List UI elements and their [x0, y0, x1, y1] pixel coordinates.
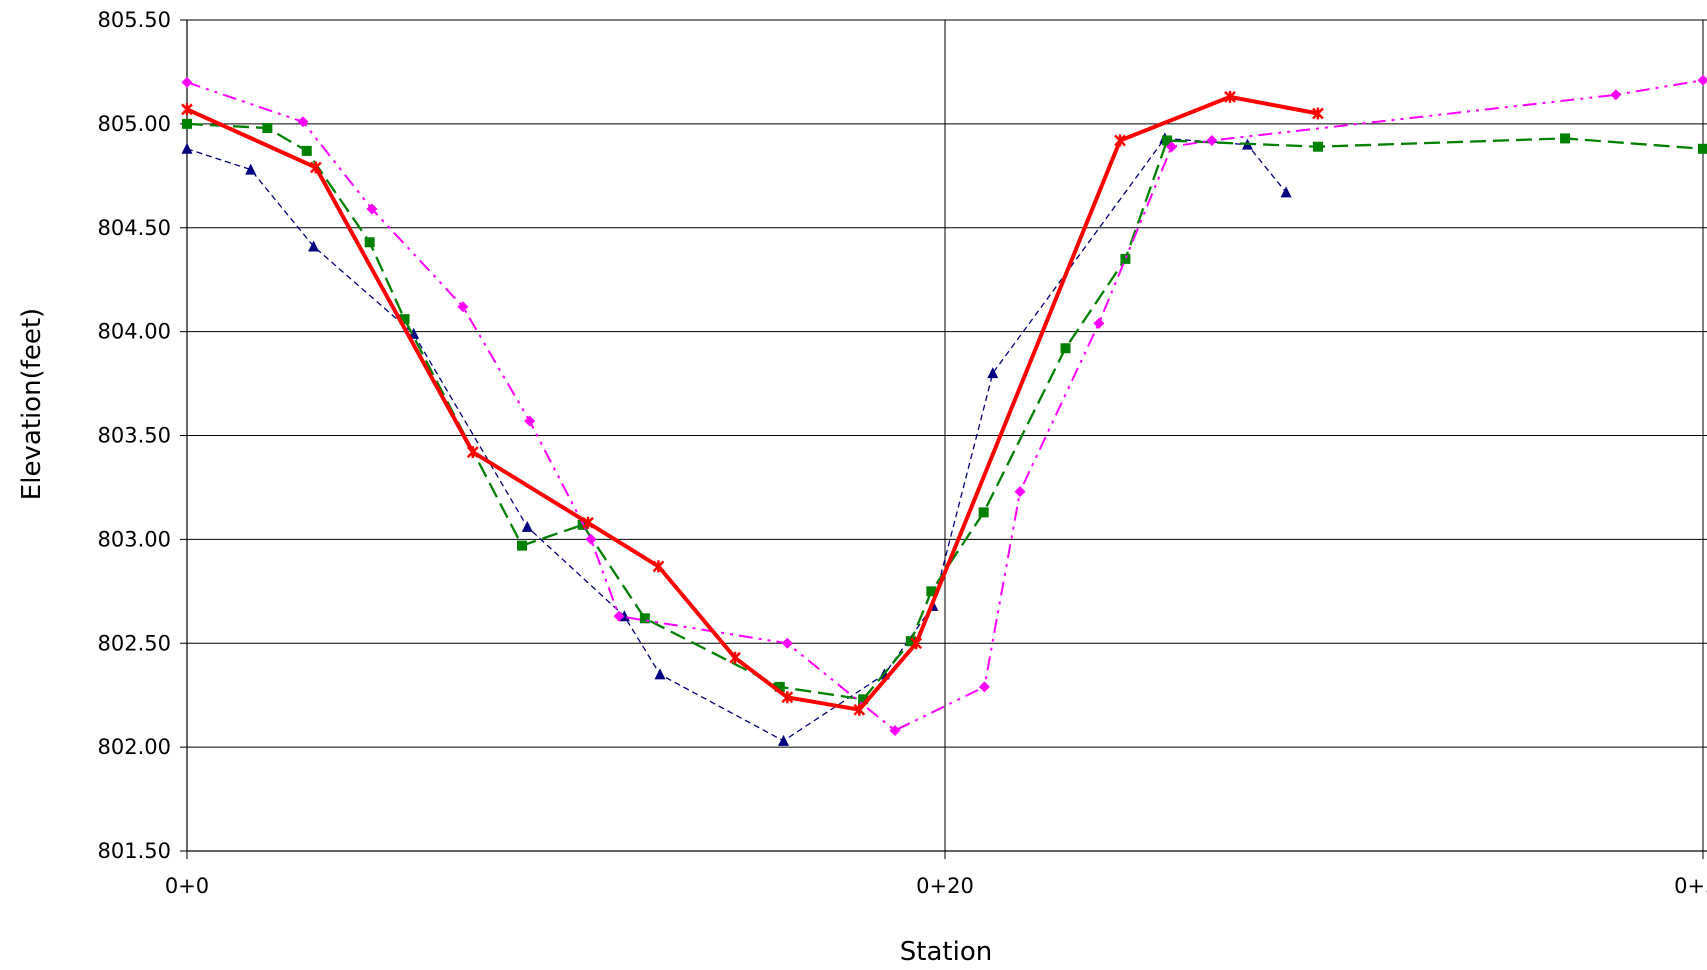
series-line	[186, 137, 1287, 742]
y-tick-label: 805.00	[98, 112, 171, 136]
data-point	[853, 703, 866, 716]
data-point	[987, 367, 999, 379]
x-axis-ticks: 0+0 0+20 0+30	[165, 851, 1707, 898]
y-axis-title: Elevation(feet)	[17, 308, 47, 500]
data-point	[181, 76, 193, 88]
series-group	[181, 74, 1707, 746]
series-line	[186, 79, 1704, 732]
data-point	[521, 520, 533, 532]
data-point	[978, 507, 989, 518]
data-point	[905, 636, 916, 647]
data-point	[978, 681, 990, 693]
data-point	[301, 145, 312, 156]
data-point	[1114, 134, 1126, 147]
data-point	[364, 237, 375, 248]
data-point	[781, 637, 793, 649]
data-point	[654, 668, 666, 680]
data-point	[639, 613, 650, 624]
series-line	[186, 94, 1319, 712]
data-point	[613, 610, 625, 622]
data-point	[1060, 343, 1071, 354]
data-point	[582, 516, 594, 529]
data-point	[774, 681, 785, 692]
y-tick-label: 802.50	[98, 631, 171, 655]
data-point	[457, 301, 469, 313]
grid-lines	[187, 19, 1707, 851]
data-point	[652, 560, 665, 573]
y-tick-label: 803.00	[98, 527, 171, 551]
data-point	[585, 533, 597, 545]
data-point	[910, 637, 923, 650]
data-point	[181, 103, 193, 116]
data-point	[245, 163, 257, 175]
data-point	[309, 161, 322, 174]
data-point	[1206, 134, 1218, 146]
y-tick-label: 805.50	[98, 8, 171, 32]
y-tick-label: 801.50	[98, 839, 171, 863]
data-point	[1698, 143, 1707, 154]
data-point	[366, 203, 378, 215]
y-tick-label: 803.50	[98, 424, 171, 448]
data-point	[778, 734, 790, 746]
x-tick-label: 0+30	[1674, 874, 1707, 898]
data-point	[466, 446, 479, 459]
data-point	[1093, 317, 1105, 329]
data-point	[1162, 135, 1173, 146]
y-tick-label: 804.50	[98, 216, 171, 240]
data-point	[1166, 141, 1178, 153]
data-point	[1280, 186, 1292, 198]
data-point	[1224, 90, 1236, 103]
data-point	[524, 415, 536, 427]
data-point	[517, 540, 528, 551]
data-point	[1014, 486, 1026, 498]
data-point	[1697, 74, 1707, 86]
x-tick-label: 0+20	[916, 874, 974, 898]
series-3	[181, 74, 1707, 737]
data-point	[1312, 107, 1324, 120]
y-axis-ticks: 801.50 802.00 802.50 803.00 803.50 804.00 804.…	[98, 8, 187, 863]
data-point	[729, 651, 741, 664]
data-point	[1560, 133, 1571, 144]
data-point	[181, 142, 193, 154]
data-point	[781, 691, 794, 704]
data-point	[889, 725, 901, 737]
x-axis-title: Station	[900, 937, 992, 967]
x-tick-label: 0+0	[165, 874, 209, 898]
data-point	[399, 314, 410, 325]
y-tick-label: 802.00	[98, 735, 171, 759]
data-point	[1120, 253, 1131, 264]
data-point	[926, 586, 937, 597]
y-tick-label: 804.00	[98, 320, 171, 344]
series-4	[181, 90, 1324, 716]
data-point	[1312, 141, 1323, 152]
data-point	[858, 694, 869, 705]
data-point	[1610, 89, 1622, 101]
data-point	[182, 118, 192, 129]
data-point	[297, 116, 309, 128]
data-point	[262, 123, 273, 134]
data-point	[308, 240, 320, 252]
